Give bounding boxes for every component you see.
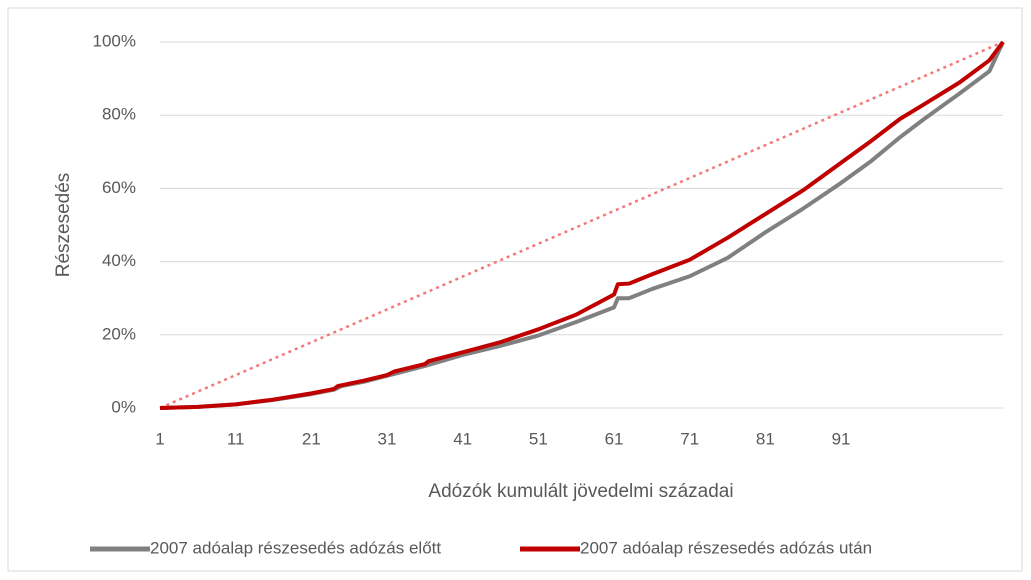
- x-tick-label: 91: [832, 429, 851, 448]
- x-axis-label: Adózók kumulált jövedelmi századai: [428, 481, 733, 502]
- series-line: [159, 40, 1005, 410]
- y-tick-label: 100%: [93, 31, 136, 50]
- y-tick-label: 40%: [102, 251, 136, 270]
- reference-line: [159, 40, 1004, 410]
- x-tick-label: 11: [227, 429, 245, 448]
- x-tick-label: 1: [155, 429, 164, 448]
- legend-label: 2007 adóalap részesedés adózás előtt: [150, 538, 441, 557]
- x-tick-label: 31: [378, 429, 397, 448]
- y-tick-label: 60%: [102, 178, 136, 197]
- x-tick-label: 51: [529, 429, 548, 448]
- y-tick-label: 0%: [111, 397, 136, 416]
- legend-label: 2007 adóalap részesedés adózás után: [580, 538, 872, 557]
- x-tick-label: 21: [302, 429, 321, 448]
- y-tick-label: 80%: [102, 105, 136, 124]
- x-tick-label: 41: [453, 429, 472, 448]
- x-tick-label: 71: [680, 429, 699, 448]
- y-axis-label: Részesedés: [53, 173, 74, 278]
- y-tick-label: 20%: [102, 324, 136, 343]
- chart-border: [7, 7, 1023, 572]
- x-tick-label: 61: [605, 429, 624, 448]
- x-tick-label: 81: [756, 429, 775, 448]
